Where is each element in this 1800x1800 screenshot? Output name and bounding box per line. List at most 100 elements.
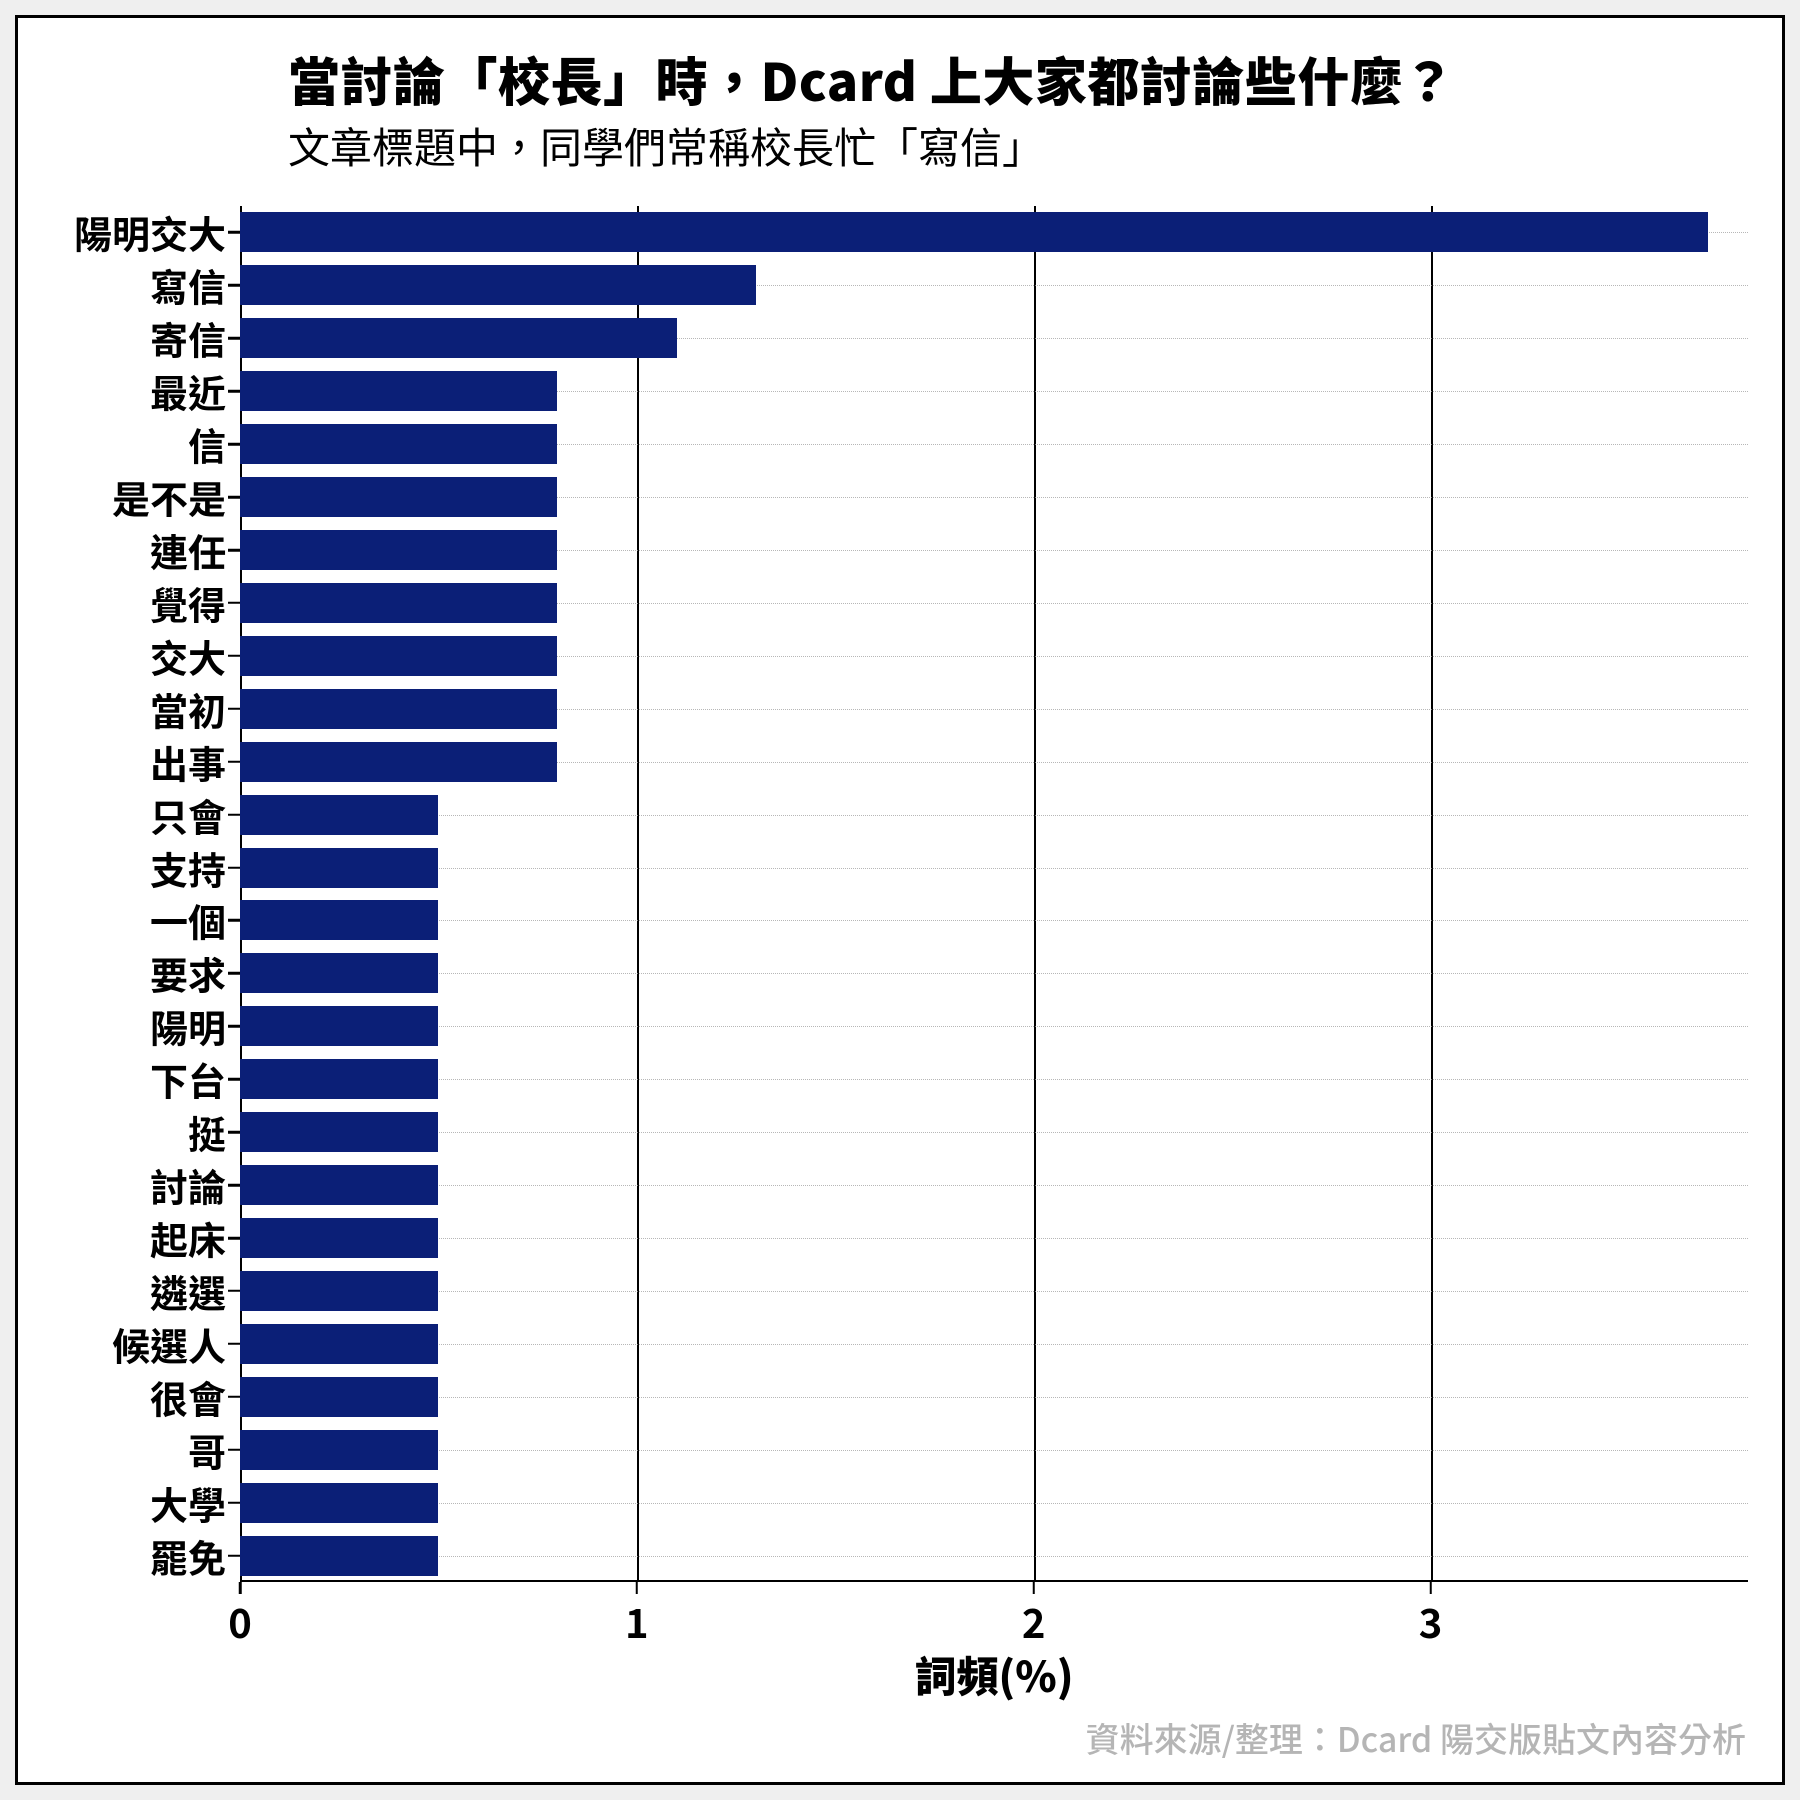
y-tick-mark — [228, 972, 240, 975]
y-gridline — [240, 920, 1748, 921]
chart-caption: 資料來源/整理：Dcard 陽交版貼文內容分析 — [1086, 1713, 1746, 1762]
bar — [240, 265, 756, 305]
y-gridline — [240, 1397, 1748, 1398]
y-tick-label: 候選人 — [112, 1316, 226, 1371]
y-tick-label: 只會 — [150, 787, 226, 842]
bar — [240, 689, 557, 729]
y-tick-label: 陽明交大 — [74, 205, 226, 260]
y-tick-mark — [228, 655, 240, 658]
y-tick-mark — [228, 1290, 240, 1293]
y-tick-label: 一個 — [150, 893, 226, 948]
y-tick-mark — [228, 1237, 240, 1240]
y-gridline — [240, 815, 1748, 816]
chart-frame: 當討論「校長」時，Dcard 上大家都討論些什麼？ 文章標題中，同學們常稱校長忙… — [15, 15, 1785, 1785]
y-tick-label: 寄信 — [150, 311, 226, 366]
y-tick-mark — [228, 1078, 240, 1081]
y-tick-label: 要求 — [150, 946, 226, 1001]
y-tick-mark — [228, 1343, 240, 1346]
y-tick-mark — [228, 1554, 240, 1557]
y-tick-label: 挺 — [188, 1105, 226, 1160]
y-tick-label: 討論 — [150, 1158, 226, 1213]
y-tick-mark — [228, 1184, 240, 1187]
y-tick-label: 信 — [188, 417, 226, 472]
y-tick-mark — [228, 496, 240, 499]
bar — [240, 583, 557, 623]
y-tick-mark — [228, 549, 240, 552]
y-tick-mark — [228, 231, 240, 234]
y-tick-label: 覺得 — [150, 575, 226, 630]
bar — [240, 1430, 438, 1470]
y-tick-label: 大學 — [150, 1475, 226, 1530]
y-gridline — [240, 1556, 1748, 1557]
y-tick-label: 連任 — [150, 523, 226, 578]
y-gridline — [240, 1132, 1748, 1133]
bar — [240, 1006, 438, 1046]
bar — [240, 742, 557, 782]
y-tick-mark — [228, 708, 240, 711]
bar — [240, 795, 438, 835]
y-tick-label: 遴選 — [150, 1263, 226, 1318]
y-tick-mark — [228, 390, 240, 393]
bar — [240, 530, 557, 570]
y-tick-mark — [228, 1131, 240, 1134]
bar — [240, 477, 557, 517]
x-axis-line — [240, 1580, 1748, 1582]
bar — [240, 900, 438, 940]
y-tick-mark — [228, 866, 240, 869]
y-tick-mark — [228, 919, 240, 922]
y-tick-label: 陽明 — [150, 999, 226, 1054]
y-gridline — [240, 1079, 1748, 1080]
chart-title: 當討論「校長」時，Dcard 上大家都討論些什麼？ — [288, 46, 1455, 113]
y-tick-label: 是不是 — [112, 470, 226, 525]
y-gridline — [240, 1503, 1748, 1504]
x-gridline — [1431, 206, 1433, 1582]
x-tick-label: 0 — [228, 1592, 252, 1650]
y-tick-mark — [228, 337, 240, 340]
y-gridline — [240, 868, 1748, 869]
bar — [240, 1271, 438, 1311]
y-tick-mark — [228, 1501, 240, 1504]
y-tick-mark — [228, 760, 240, 763]
y-tick-label: 下台 — [150, 1052, 226, 1107]
bar — [240, 1165, 438, 1205]
y-tick-label: 出事 — [150, 734, 226, 789]
bar — [240, 1377, 438, 1417]
chart-subtitle: 文章標題中，同學們常稱校長忙「寫信」 — [288, 119, 1455, 173]
y-gridline — [240, 1026, 1748, 1027]
y-tick-mark — [228, 1396, 240, 1399]
plot-area: 詞頻(%) 0123陽明交大寫信寄信最近信是不是連任覺得交大當初出事只會支持一個… — [240, 206, 1748, 1582]
bar — [240, 1112, 438, 1152]
y-tick-label: 支持 — [150, 840, 226, 895]
bar — [240, 848, 438, 888]
bar — [240, 371, 557, 411]
y-gridline — [240, 1344, 1748, 1345]
titles-block: 當討論「校長」時，Dcard 上大家都討論些什麼？ 文章標題中，同學們常稱校長忙… — [288, 46, 1455, 172]
y-tick-label: 交大 — [150, 628, 226, 683]
y-gridline — [240, 1450, 1748, 1451]
x-gridline — [1034, 206, 1036, 1582]
y-tick-label: 哥 — [188, 1422, 226, 1477]
y-gridline — [240, 973, 1748, 974]
bar — [240, 1536, 438, 1576]
y-tick-mark — [228, 813, 240, 816]
bar — [240, 1059, 438, 1099]
y-gridline — [240, 1185, 1748, 1186]
y-tick-mark — [228, 284, 240, 287]
x-gridline — [240, 206, 242, 1582]
y-tick-label: 很會 — [150, 1369, 226, 1424]
x-gridline — [637, 206, 639, 1582]
bar — [240, 1324, 438, 1364]
y-tick-label: 最近 — [150, 364, 226, 419]
bar — [240, 953, 438, 993]
y-tick-label: 當初 — [150, 681, 226, 736]
y-tick-mark — [228, 1448, 240, 1451]
x-tick-label: 3 — [1419, 1592, 1443, 1650]
y-tick-mark — [228, 1025, 240, 1028]
y-tick-label: 寫信 — [150, 258, 226, 313]
x-tick-label: 2 — [1022, 1592, 1046, 1650]
y-tick-mark — [228, 443, 240, 446]
y-gridline — [240, 1238, 1748, 1239]
y-tick-mark — [228, 602, 240, 605]
x-tick-label: 1 — [625, 1592, 649, 1650]
bar — [240, 636, 557, 676]
